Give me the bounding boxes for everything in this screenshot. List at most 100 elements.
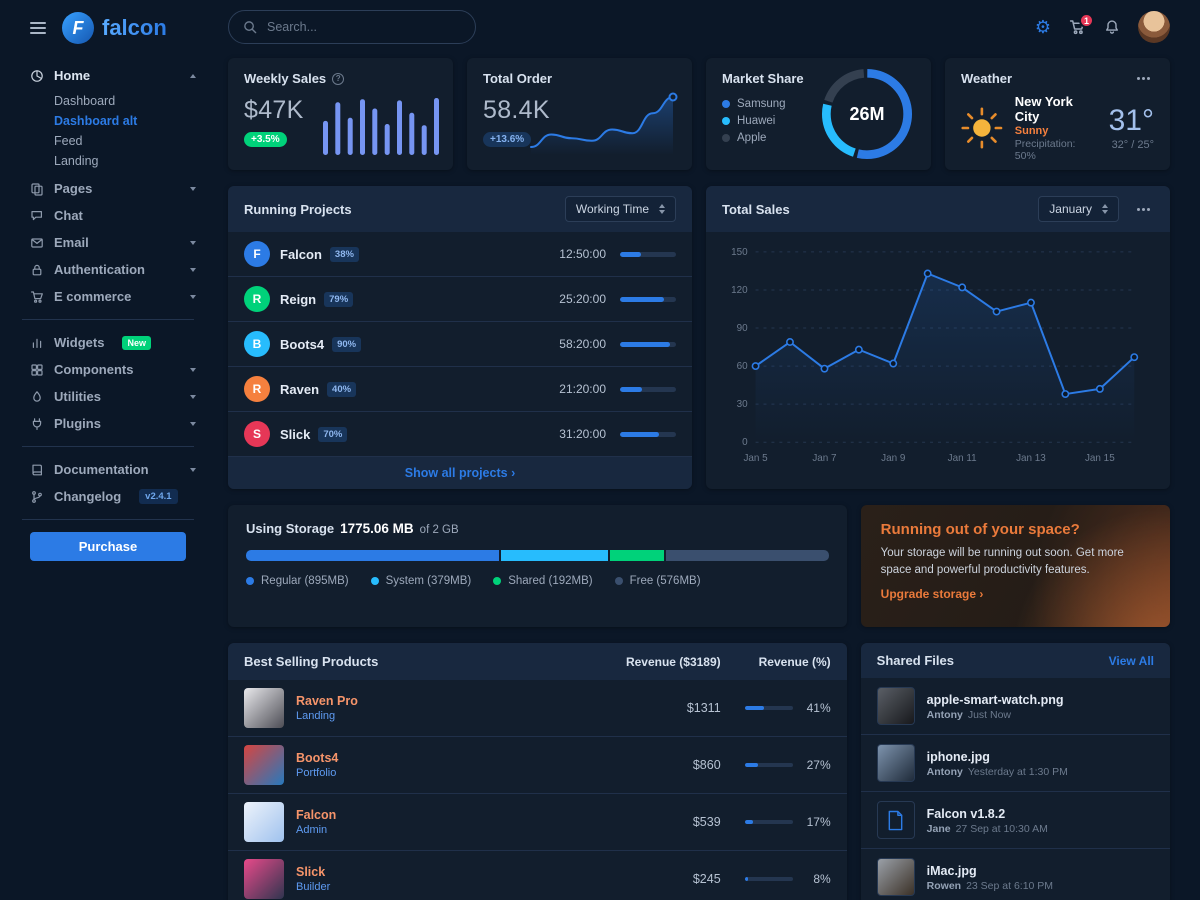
running-projects-card: Running Projects Working Time F Falcon 3… bbox=[228, 186, 692, 489]
sidebar-item-landing[interactable]: Landing bbox=[54, 154, 99, 168]
project-time: 12:50:00 bbox=[559, 247, 606, 261]
sidebar-item-pages[interactable]: Pages bbox=[0, 175, 216, 202]
sidebar-item-plugins[interactable]: Plugins bbox=[0, 410, 216, 437]
project-progress bbox=[620, 251, 676, 257]
gear-icon[interactable]: ⚙ bbox=[1034, 17, 1051, 37]
working-time-select[interactable]: Working Time bbox=[564, 196, 676, 222]
file-row: apple-smart-watch.png Antony Just Now bbox=[860, 678, 1170, 735]
info-icon[interactable]: ? bbox=[332, 72, 345, 85]
weather-card: Weather New York City Sunny Precipitatio… bbox=[945, 58, 1170, 170]
falcon-logo[interactable]: F falcon bbox=[62, 12, 167, 44]
book-icon bbox=[30, 463, 44, 477]
chevron-down-icon bbox=[190, 240, 196, 245]
code-branch-icon bbox=[30, 490, 44, 504]
market-share-card: Market Share Samsung Huawei Apple 26M bbox=[706, 58, 931, 170]
file-name-link[interactable]: apple-smart-watch.png bbox=[926, 692, 1064, 707]
sidebar-item-dashboard-alt[interactable]: Dashboard alt bbox=[54, 114, 138, 128]
product-name-link[interactable]: Falcon bbox=[296, 808, 337, 822]
bell-icon[interactable] bbox=[1104, 19, 1120, 35]
project-name-link[interactable]: Reign bbox=[280, 291, 317, 307]
svg-text:60: 60 bbox=[737, 361, 749, 372]
user-avatar[interactable] bbox=[1138, 11, 1170, 43]
project-progress-fill bbox=[620, 431, 660, 437]
month-select[interactable]: January bbox=[1038, 196, 1119, 222]
product-category-link[interactable]: Builder bbox=[296, 881, 331, 893]
svg-text:Jan 5: Jan 5 bbox=[743, 453, 768, 464]
product-thumbnail bbox=[244, 745, 284, 785]
lock-icon bbox=[30, 263, 44, 277]
product-progress bbox=[744, 877, 793, 881]
product-category-link[interactable]: Portfolio bbox=[296, 767, 337, 779]
svg-text:120: 120 bbox=[731, 285, 748, 296]
cart-icon[interactable]: 1 bbox=[1069, 13, 1094, 35]
sidebar-item-chat[interactable]: Chat bbox=[0, 202, 216, 229]
sun-icon bbox=[961, 107, 1003, 149]
view-all-link[interactable]: View All bbox=[1108, 653, 1154, 668]
sidebar-header: F falcon bbox=[0, 0, 216, 54]
product-name-link[interactable]: Slick bbox=[296, 865, 326, 879]
product-name-link[interactable]: Boots4 bbox=[296, 751, 339, 765]
svg-text:Jan 9: Jan 9 bbox=[881, 453, 906, 464]
legend-dot bbox=[614, 577, 623, 585]
topbar: ⚙ 1 bbox=[216, 0, 1200, 54]
card-title: Shared Files bbox=[876, 653, 954, 668]
product-progress-fill bbox=[744, 820, 753, 824]
product-percent: 27% bbox=[806, 758, 831, 772]
file-row: Falcon v1.8.2 Jane 27 Sep at 10:30 AM bbox=[860, 792, 1170, 849]
file-time: 23 Sep at 6:10 PM bbox=[966, 879, 1054, 892]
product-category-link[interactable]: Landing bbox=[296, 710, 336, 722]
sidebar-item-email[interactable]: Email bbox=[0, 229, 216, 256]
market-share-total: 26M bbox=[849, 103, 885, 124]
sidebar-item-feed[interactable]: Feed bbox=[54, 134, 83, 148]
total-order-value: 58.4K bbox=[483, 96, 550, 124]
ellipsis-icon[interactable] bbox=[1133, 204, 1154, 215]
chevron-down-icon bbox=[190, 186, 196, 191]
sidebar-item-utilities[interactable]: Utilities bbox=[0, 383, 216, 410]
product-progress-fill bbox=[744, 706, 765, 710]
purchase-button[interactable]: Purchase bbox=[30, 532, 186, 561]
legend-dot bbox=[722, 117, 730, 125]
upgrade-storage-link[interactable]: Upgrade storage › bbox=[880, 587, 984, 602]
sidebar-item-widgets[interactable]: Widgets New bbox=[0, 329, 216, 356]
menu-toggle-icon[interactable] bbox=[28, 20, 48, 36]
project-progress-fill bbox=[620, 341, 671, 347]
project-name-link[interactable]: Slick bbox=[280, 426, 311, 442]
card-title: Weather bbox=[961, 71, 1154, 86]
project-progress-fill bbox=[620, 296, 665, 302]
best-selling-card: Best Selling Products Revenue ($3189) Re… bbox=[228, 643, 847, 900]
project-row: R Reign 79% 25:20:00 bbox=[228, 277, 692, 322]
total-order-chart bbox=[528, 91, 678, 158]
product-category-link[interactable]: Admin bbox=[296, 824, 328, 836]
sidebar-item-authentication[interactable]: Authentication bbox=[0, 256, 216, 283]
file-time: Yesterday at 1:30 PM bbox=[967, 765, 1068, 778]
comments-icon bbox=[30, 209, 44, 223]
ellipsis-icon[interactable] bbox=[1133, 73, 1154, 84]
project-percent-badge: 40% bbox=[327, 381, 357, 397]
project-name-link[interactable]: Falcon bbox=[280, 246, 322, 262]
show-all-projects-link[interactable]: Show all projects › bbox=[228, 457, 692, 489]
version-badge: v2.4.1 bbox=[139, 489, 178, 504]
weather-city: New York City bbox=[1014, 94, 1073, 124]
sidebar-item-changelog[interactable]: Changelog v2.4.1 bbox=[0, 483, 216, 510]
legend-dot bbox=[722, 134, 730, 142]
column-header-percent: Revenue (%) bbox=[758, 654, 831, 669]
sidebar-divider bbox=[22, 519, 194, 520]
sidebar-item-ecommerce[interactable]: E commerce bbox=[0, 283, 216, 310]
project-name-link[interactable]: Raven bbox=[280, 381, 320, 397]
project-name-link[interactable]: Boots4 bbox=[280, 336, 325, 352]
search-input[interactable] bbox=[265, 19, 461, 35]
file-name-link[interactable]: Falcon v1.8.2 bbox=[926, 806, 1006, 821]
product-row: Falcon Admin $539 17% bbox=[228, 794, 847, 851]
product-name-link[interactable]: Raven Pro bbox=[296, 694, 358, 708]
sidebar-item-home[interactable]: Home bbox=[0, 62, 216, 89]
sidebar-item-components[interactable]: Components bbox=[0, 356, 216, 383]
storage-legend: Regular (895MB) System (379MB) Shared (1… bbox=[246, 575, 829, 587]
storage-segment bbox=[500, 550, 608, 561]
file-name-link[interactable]: iMac.jpg bbox=[926, 863, 977, 878]
total-sales-card: Total Sales January 0 30 60 90 120 150 Jan 5 Ja… bbox=[706, 186, 1170, 489]
sidebar-item-documentation[interactable]: Documentation bbox=[0, 456, 216, 483]
file-name-link[interactable]: iphone.jpg bbox=[926, 749, 990, 764]
project-avatar: R bbox=[244, 286, 270, 312]
sidebar-item-dashboard[interactable]: Dashboard bbox=[54, 94, 116, 108]
project-time: 58:20:00 bbox=[559, 337, 606, 351]
